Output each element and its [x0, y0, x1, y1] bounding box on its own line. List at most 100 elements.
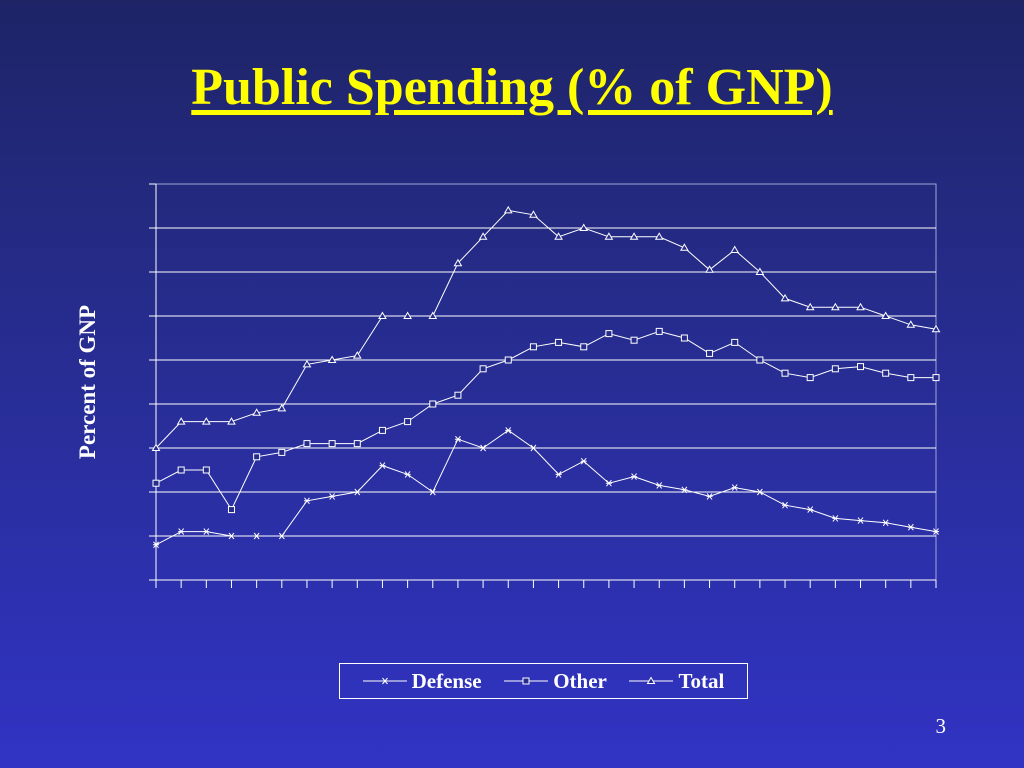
data-point-other: [731, 338, 739, 346]
data-point-defense: [782, 501, 789, 509]
data-point-total: [403, 311, 412, 319]
legend-label-defense: Defense: [411, 668, 482, 693]
data-point-other: [303, 440, 311, 448]
data-point-total: [629, 232, 639, 240]
data-point-total: [252, 408, 262, 416]
data-point-total: [680, 243, 689, 251]
data-point-total: [302, 359, 312, 368]
data-point-other: [857, 363, 865, 371]
data-point-other: [278, 448, 286, 456]
chart-legend: Defense Other Total: [339, 663, 748, 699]
data-point-total: [352, 351, 362, 359]
data-point-defense: [379, 462, 386, 469]
data-point-defense: [681, 486, 688, 494]
data-point-other: [932, 374, 940, 382]
data-point-other: [630, 336, 638, 344]
data-point-other: [529, 343, 537, 351]
data-point-total: [151, 443, 161, 451]
data-point-defense: [153, 541, 159, 549]
data-point-total: [830, 302, 840, 311]
data-point-other: [831, 365, 839, 373]
data-point-total: [277, 403, 287, 412]
page-number: 3: [935, 714, 947, 738]
data-point-total: [453, 258, 463, 267]
plot-frame: [155, 183, 937, 581]
data-point-defense: [454, 435, 461, 443]
data-point-defense: [857, 517, 864, 524]
square-marker-icon: [504, 677, 549, 685]
data-point-other: [152, 479, 160, 487]
data-point-defense: [933, 528, 939, 535]
data-point-total: [579, 223, 589, 231]
data-point-other: [605, 330, 613, 338]
data-point-total: [780, 293, 790, 302]
data-point-defense: [505, 427, 512, 434]
data-point-other: [555, 338, 563, 346]
data-point-total: [931, 324, 941, 333]
data-point-total: [478, 232, 488, 240]
data-point-defense: [329, 493, 336, 500]
data-point-defense: [354, 488, 361, 496]
data-point-other: [177, 466, 185, 474]
data-point-total: [529, 210, 538, 218]
data-point-defense: [530, 444, 537, 452]
data-point-defense: [807, 506, 814, 513]
data-point-defense: [631, 473, 638, 480]
series-line-defense: [155, 429, 937, 546]
data-point-defense: [203, 528, 210, 535]
data-point-other: [781, 369, 789, 377]
data-point-total: [227, 417, 236, 425]
data-point-other: [756, 356, 764, 364]
data-point-defense: [178, 528, 185, 535]
data-point-total: [327, 355, 337, 363]
data-point-total: [428, 311, 438, 319]
legend-item-total: Total: [629, 669, 724, 694]
data-point-total: [805, 302, 815, 311]
series-line-total: [155, 209, 937, 449]
data-point-other: [328, 440, 336, 448]
data-point-other: [227, 506, 235, 514]
data-point-total: [705, 265, 714, 273]
data-point-other: [202, 466, 210, 474]
data-point-other: [378, 426, 386, 434]
data-point-other: [253, 453, 261, 461]
legend-item-defense: Defense: [362, 668, 482, 694]
data-point-defense: [480, 444, 487, 452]
data-point-other: [907, 374, 915, 382]
data-point-defense: [706, 493, 713, 500]
data-point-total: [906, 320, 916, 328]
data-point-defense: [605, 479, 612, 487]
data-point-other: [680, 334, 688, 342]
data-point-defense: [429, 488, 436, 496]
data-point-defense: [555, 471, 562, 478]
data-point-defense: [228, 532, 235, 540]
data-point-defense: [253, 532, 260, 540]
data-point-defense: [303, 497, 310, 505]
legend-label-other: Other: [553, 668, 607, 693]
data-point-defense: [656, 482, 663, 489]
data-point-total: [604, 232, 614, 240]
data-point-defense: [907, 523, 914, 531]
data-point-total: [730, 245, 740, 253]
data-point-defense: [404, 471, 411, 478]
data-point-other: [429, 400, 437, 408]
data-point-other: [806, 374, 814, 382]
data-point-total: [176, 417, 186, 425]
data-point-other: [655, 327, 663, 335]
slide-title: Public Spending (% of GNP): [191, 59, 833, 116]
data-point-other: [479, 365, 487, 373]
data-point-total: [201, 417, 211, 425]
data-point-other: [504, 356, 512, 364]
data-point-total: [503, 205, 513, 214]
legend-label-total: Total: [678, 668, 725, 693]
legend-item-other: Other: [504, 669, 607, 694]
data-point-other: [353, 440, 361, 448]
data-point-total: [378, 311, 387, 319]
data-point-other: [404, 418, 412, 426]
asterisk-marker-icon: [362, 677, 407, 685]
data-point-other: [454, 391, 462, 399]
data-point-other: [706, 349, 714, 357]
data-point-defense: [756, 488, 763, 496]
data-point-total: [554, 232, 563, 240]
